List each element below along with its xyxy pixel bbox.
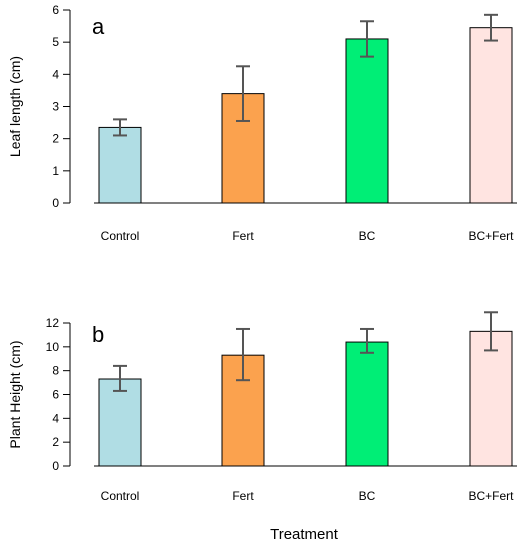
panel-letter: b bbox=[92, 322, 104, 347]
y-tick-label: 0 bbox=[52, 459, 59, 473]
panel-a: 0 1 2 3 4 5 6 Control Fert BC BC+Fert a Leaf length … bbox=[7, 3, 517, 243]
y-tick-label: 6 bbox=[52, 3, 59, 17]
y-axis-title: Leaf length (cm) bbox=[7, 56, 23, 157]
y-tick-label: 10 bbox=[46, 340, 60, 354]
x-tick-label: Fert bbox=[232, 489, 254, 503]
y-tick-label: 2 bbox=[52, 132, 59, 146]
y-tick-label: 0 bbox=[52, 196, 59, 210]
x-tick-label: BC+Fert bbox=[468, 229, 514, 243]
y-tick-label: 4 bbox=[52, 411, 59, 425]
y-tick-label: 3 bbox=[52, 100, 59, 114]
panel-letter: a bbox=[92, 14, 105, 39]
panel-b: 0 2 4 6 8 10 12 Control Fert BC BC+Fert b Plant Heig… bbox=[7, 311, 517, 503]
y-tick-label: 4 bbox=[52, 67, 59, 81]
y-tick-label: 5 bbox=[52, 35, 59, 49]
bar-bc-fert bbox=[469, 27, 513, 204]
y-tick-label: 12 bbox=[46, 316, 60, 330]
bar-bc bbox=[345, 341, 389, 467]
x-tick-label: BC+Fert bbox=[468, 489, 514, 503]
bar-control bbox=[98, 378, 142, 467]
y-axis-title: Plant Height (cm) bbox=[7, 340, 23, 448]
x-axis-title: Treatment bbox=[270, 526, 339, 543]
bar-control bbox=[98, 126, 142, 204]
x-tick-label: BC bbox=[359, 229, 376, 243]
y-tick-label: 8 bbox=[52, 364, 59, 378]
x-tick-label: BC bbox=[359, 489, 376, 503]
x-tick-label: Control bbox=[101, 229, 140, 243]
bar-bc bbox=[345, 38, 389, 204]
y-tick-label: 1 bbox=[52, 164, 59, 178]
y-tick-label: 6 bbox=[52, 388, 59, 402]
x-tick-label: Fert bbox=[232, 229, 254, 243]
y-tick-label: 2 bbox=[52, 435, 59, 449]
bar-bc-fert bbox=[469, 330, 513, 467]
x-tick-label: Control bbox=[101, 489, 140, 503]
